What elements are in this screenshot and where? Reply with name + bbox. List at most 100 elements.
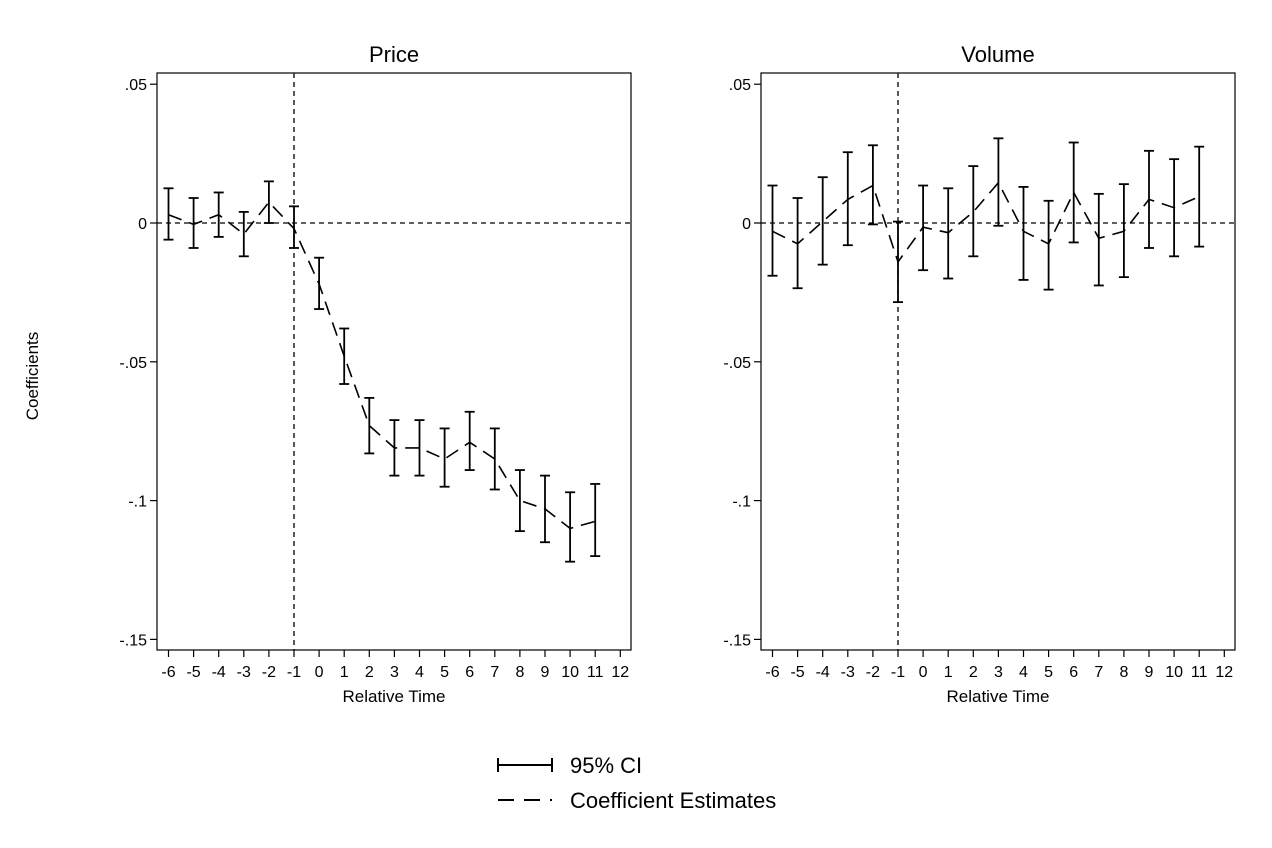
volume-estimate-point bbox=[1173, 207, 1175, 209]
price-estimate-point bbox=[469, 441, 471, 443]
price-estimate-point bbox=[569, 527, 571, 529]
price-x-tick-label: 4 bbox=[415, 664, 424, 681]
volume-x-tick-label: 9 bbox=[1145, 664, 1154, 681]
volume-estimate-point bbox=[947, 232, 949, 234]
price-x-tick-label: -4 bbox=[212, 664, 226, 681]
price-ci-bar bbox=[163, 187, 174, 241]
price-y-tick-label: -.1 bbox=[128, 494, 147, 511]
price-x-tick-label: -3 bbox=[237, 664, 251, 681]
legend-ci-symbol bbox=[497, 758, 553, 772]
price-x-tick-label: 0 bbox=[315, 664, 324, 681]
price-estimate-line bbox=[168, 200, 596, 530]
volume-x-tick-label: -5 bbox=[790, 664, 804, 681]
price-estimate-point bbox=[243, 233, 245, 235]
price-estimate-point bbox=[343, 355, 345, 357]
volume-x-axis-title: Relative Time bbox=[947, 687, 1050, 706]
volume-x-tick-label: 10 bbox=[1165, 664, 1183, 681]
price-x-tick-label: -6 bbox=[161, 664, 175, 681]
volume-x-tick-label: 6 bbox=[1069, 664, 1078, 681]
volume-ci-bar bbox=[1043, 199, 1054, 291]
volume-x-tick-label: -6 bbox=[765, 664, 779, 681]
volume-estimate-point bbox=[1148, 198, 1150, 201]
price-x-tick-label: -2 bbox=[262, 664, 276, 681]
price-estimate-point bbox=[594, 520, 596, 523]
volume-y-tick-label: -.1 bbox=[732, 494, 751, 511]
volume-y-tick-label: .05 bbox=[729, 77, 751, 94]
volume-x-tick-label: 7 bbox=[1094, 664, 1103, 681]
price-x-tick-label: 8 bbox=[515, 664, 524, 681]
price-estimate-point bbox=[268, 201, 270, 203]
price-estimate-point bbox=[193, 223, 195, 225]
volume-x-tick-label: -2 bbox=[866, 664, 880, 681]
volume-ci-bar bbox=[968, 165, 979, 258]
price-chart-title: Price bbox=[369, 42, 419, 67]
panel-price: Price.050-.05-.1-.15-6 -5 -4 -3 -2 -1 0 1 2 3 4 5 6 7… bbox=[119, 42, 632, 706]
price-estimate-point bbox=[167, 214, 170, 216]
price-estimate-point bbox=[544, 508, 546, 510]
volume-estimate-point bbox=[1098, 237, 1100, 239]
price-estimate-point bbox=[444, 458, 446, 460]
volume-estimate-point bbox=[997, 182, 1000, 184]
volume-x-tick-label: -3 bbox=[841, 664, 855, 681]
volume-estimate-point bbox=[797, 243, 799, 245]
volume-x-tick-label: 0 bbox=[919, 664, 928, 681]
price-ci-bar bbox=[590, 483, 601, 558]
volume-x-tick-label: -1 bbox=[891, 664, 905, 681]
volume-y-tick-label: 0 bbox=[742, 216, 751, 233]
volume-chart-title: Volume bbox=[961, 42, 1034, 67]
price-estimate-point bbox=[318, 283, 320, 285]
price-ci-bar bbox=[439, 427, 450, 488]
price-y-tick-label: -.05 bbox=[119, 355, 147, 372]
volume-estimate-point bbox=[847, 198, 849, 201]
legend-ci-label: 95% CI bbox=[570, 753, 642, 778]
volume-ci-bar bbox=[817, 176, 828, 266]
volume-estimate-point bbox=[1073, 191, 1075, 194]
y-axis-title: Coefficients bbox=[23, 332, 42, 421]
price-x-tick-label: 5 bbox=[440, 664, 449, 681]
price-x-tick-label: 2 bbox=[365, 664, 374, 681]
price-y-tick-label: .05 bbox=[125, 77, 147, 94]
legend-estimate-label: Coefficient Estimates bbox=[570, 788, 776, 813]
price-y-tick-label: 0 bbox=[138, 216, 147, 233]
volume-estimate-point bbox=[1022, 230, 1025, 232]
volume-estimate-point bbox=[822, 221, 824, 223]
price-estimate-point bbox=[519, 500, 521, 502]
volume-y-tick-label: -.05 bbox=[723, 355, 751, 372]
volume-x-tick-label: 2 bbox=[969, 664, 978, 681]
price-x-tick-label: -5 bbox=[186, 664, 200, 681]
volume-x-tick-label: -4 bbox=[816, 664, 830, 681]
volume-ci-bar bbox=[767, 184, 778, 277]
volume-estimate-point bbox=[1048, 243, 1050, 245]
volume-x-tick-label: 8 bbox=[1119, 664, 1128, 681]
price-y-tick-label: -.15 bbox=[119, 632, 147, 649]
price-x-tick-label: -1 bbox=[287, 664, 301, 681]
price-ci-bar bbox=[565, 491, 576, 563]
volume-estimate-point bbox=[1123, 230, 1125, 232]
price-estimate-point bbox=[494, 458, 496, 460]
legend: 95% CI Coefficient Estimates bbox=[497, 753, 776, 813]
price-x-tick-label: 7 bbox=[490, 664, 499, 681]
volume-y-tick-label: -.15 bbox=[723, 632, 751, 649]
price-ci-bar bbox=[289, 205, 299, 249]
volume-ci-bar bbox=[1018, 186, 1029, 281]
price-x-tick-label: 10 bbox=[561, 664, 579, 681]
volume-estimate-point bbox=[1198, 196, 1200, 198]
price-x-axis-title: Relative Time bbox=[343, 687, 446, 706]
volume-x-tick-label: 11 bbox=[1191, 664, 1208, 681]
price-x-tick-label: 3 bbox=[390, 664, 399, 681]
volume-x-tick-label: 5 bbox=[1044, 664, 1053, 681]
panel-volume: Volume.050-.05-.1-.15-6 -5 -4 -3 -2 -1 0 1 2 3 4 5 6… bbox=[723, 42, 1236, 706]
price-estimate-point bbox=[393, 447, 395, 449]
price-estimate-point bbox=[293, 227, 295, 230]
price-x-tick-label: 11 bbox=[587, 664, 604, 681]
volume-ci-bar bbox=[1093, 192, 1104, 287]
volume-x-tick-label: 1 bbox=[944, 664, 953, 681]
volume-estimate-point bbox=[922, 226, 924, 228]
volume-x-tick-label: 12 bbox=[1215, 664, 1233, 681]
volume-estimate-point bbox=[897, 261, 899, 263]
price-x-tick-label: 12 bbox=[611, 664, 629, 681]
volume-estimate-point bbox=[771, 230, 774, 232]
volume-estimate-point bbox=[872, 184, 874, 187]
price-x-tick-label: 1 bbox=[340, 664, 349, 681]
